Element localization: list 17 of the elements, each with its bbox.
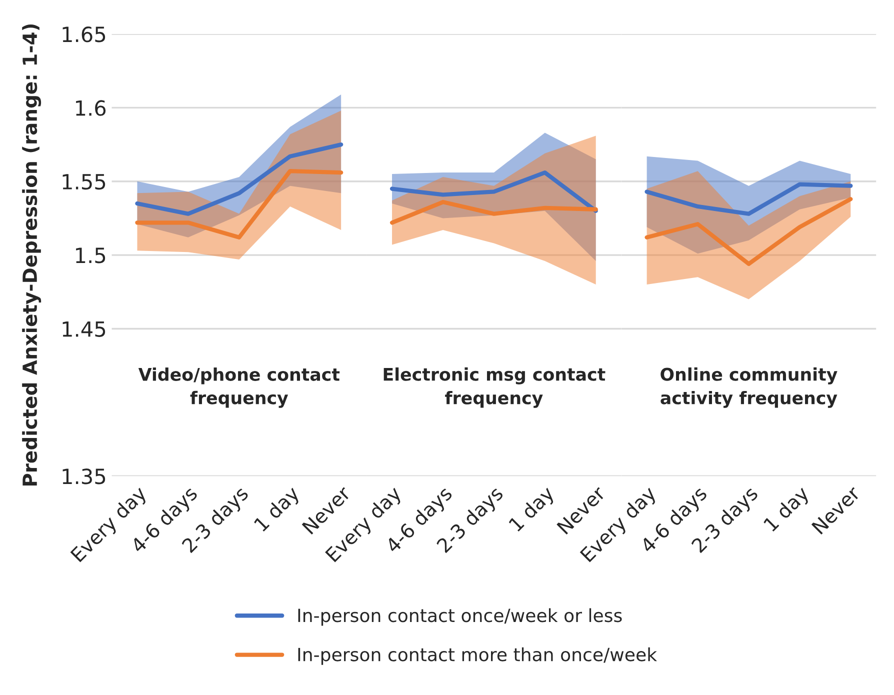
annotation: Online community activity frequency: [660, 367, 838, 408]
annotation: Video/phone contact frequency: [138, 368, 340, 408]
legend-label: In-person contact more than once/week: [298, 647, 658, 665]
line-series: [135, 168, 344, 240]
x-tick-label: 1 day: [253, 484, 303, 535]
y-tick-label: 1.55: [62, 174, 106, 190]
annotation: Electronic msg contact frequency: [384, 367, 606, 408]
y-tick-label: 1.6: [76, 100, 106, 116]
x-tick-label: 1 day: [508, 484, 558, 535]
y-tick-label: 1.45: [62, 321, 106, 337]
line-series: [135, 142, 344, 216]
y-axis-title: Predicted Anxiety-Depression (range: 1-4): [22, 24, 42, 486]
y-tick-label: 1.65: [62, 26, 106, 42]
y-tick-label: 1.35: [62, 468, 106, 484]
legend-label: In-person contact once/week or less: [298, 608, 622, 626]
x-tick-label: 1 day: [762, 484, 813, 535]
y-tick-label: 1.5: [76, 248, 106, 264]
